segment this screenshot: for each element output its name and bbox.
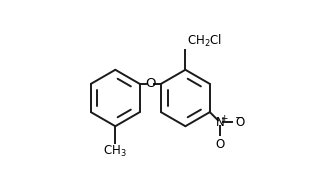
Text: N: N bbox=[215, 116, 224, 129]
Text: −: − bbox=[235, 113, 244, 123]
Text: O: O bbox=[235, 116, 245, 129]
Text: CH$_2$Cl: CH$_2$Cl bbox=[186, 33, 222, 49]
Text: O: O bbox=[215, 138, 225, 151]
Text: +: + bbox=[220, 114, 228, 123]
Text: O: O bbox=[145, 77, 156, 90]
Text: CH$_3$: CH$_3$ bbox=[103, 144, 127, 159]
